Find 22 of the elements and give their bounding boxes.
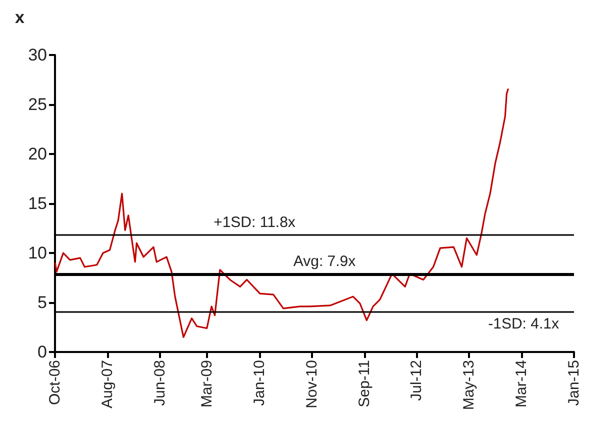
ref-line-label: Avg: 7.9x xyxy=(293,252,356,270)
y-tick-label: 15 xyxy=(28,194,47,213)
x-tick-label: Aug-07 xyxy=(98,360,116,408)
y-tick-label: 30 xyxy=(28,46,47,64)
x-tick-label: Mar-14 xyxy=(512,360,530,408)
x-tick-label: Jul-12 xyxy=(408,360,426,401)
x-tick-label: Oct-06 xyxy=(46,360,64,406)
x-tick-label: Nov-10 xyxy=(303,360,320,408)
y-tick-label: 20 xyxy=(28,144,47,164)
y-tick-label: 5 xyxy=(38,293,47,312)
ref-line-label: +1SD: 11.8x xyxy=(214,214,296,232)
x-tick-label: Jan-15 xyxy=(566,360,582,406)
x-tick-label: Sep-11 xyxy=(356,360,373,408)
x-tick-label: Mar-09 xyxy=(198,360,216,408)
y-tick-label: 25 xyxy=(28,95,47,114)
y-tick-label: 0 xyxy=(38,342,47,362)
y-axis-title: x xyxy=(15,8,25,27)
ref-line-label: -1SD: 4.1x xyxy=(488,315,560,332)
x-tick-label: Jun-08 xyxy=(151,360,168,406)
y-tick-label: 10 xyxy=(28,244,47,262)
x-tick-label: Jan-10 xyxy=(251,360,268,406)
x-tick-label: May-13 xyxy=(460,360,478,410)
